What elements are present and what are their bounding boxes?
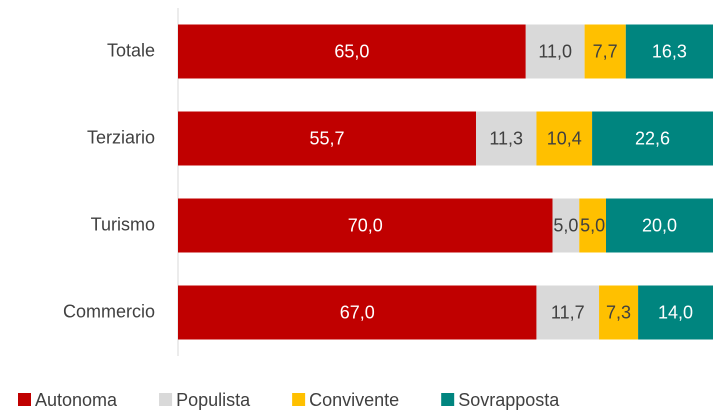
data-label: 7,3 bbox=[606, 302, 631, 322]
data-label: 65,0 bbox=[334, 41, 369, 61]
data-label: 7,7 bbox=[593, 41, 618, 61]
data-label: 11,0 bbox=[538, 41, 572, 61]
y-tick-label: Terziario bbox=[87, 127, 155, 147]
legend-label: Convivente bbox=[309, 390, 399, 410]
bar-segment bbox=[606, 198, 713, 253]
bar-segment bbox=[552, 198, 580, 253]
y-tick-label: Totale bbox=[107, 40, 155, 60]
legend-label: Populista bbox=[176, 390, 251, 410]
legend-swatch bbox=[441, 393, 455, 406]
y-tick-label: Commercio bbox=[63, 301, 155, 321]
legend-swatch bbox=[18, 393, 31, 406]
data-label: 22,6 bbox=[635, 128, 670, 148]
y-tick-label: Turismo bbox=[91, 214, 155, 234]
bar-segment bbox=[625, 24, 713, 79]
data-label: 55,7 bbox=[309, 128, 344, 148]
bar-segment bbox=[178, 24, 526, 79]
data-label: 70,0 bbox=[348, 215, 383, 235]
bar-segment bbox=[178, 111, 476, 166]
bar-segment bbox=[584, 24, 626, 79]
data-label: 20,0 bbox=[642, 215, 677, 235]
data-label: 5,0 bbox=[553, 215, 578, 235]
data-label: 16,3 bbox=[652, 41, 687, 61]
data-label: 11,3 bbox=[489, 128, 523, 148]
bar-segment bbox=[525, 24, 585, 79]
data-label: 10,4 bbox=[547, 128, 582, 148]
legend-swatch bbox=[292, 393, 306, 406]
bar-segment bbox=[536, 111, 593, 166]
data-label: 14,0 bbox=[658, 302, 693, 322]
bar-segment bbox=[638, 285, 713, 340]
bar-segment bbox=[178, 285, 537, 340]
bar-segment bbox=[475, 111, 537, 166]
bar-segment bbox=[178, 198, 553, 253]
legend-swatch bbox=[159, 393, 173, 406]
bar-segment bbox=[599, 285, 639, 340]
bar-segment bbox=[579, 198, 606, 253]
legend-label: Autonoma bbox=[35, 390, 118, 410]
data-label: 11,7 bbox=[551, 302, 585, 322]
bar-segment bbox=[536, 285, 600, 340]
data-label: 5,0 bbox=[580, 215, 605, 235]
legend-label: Sovrapposta bbox=[458, 390, 560, 410]
data-label: 67,0 bbox=[340, 302, 375, 322]
bar-segment bbox=[592, 111, 713, 166]
